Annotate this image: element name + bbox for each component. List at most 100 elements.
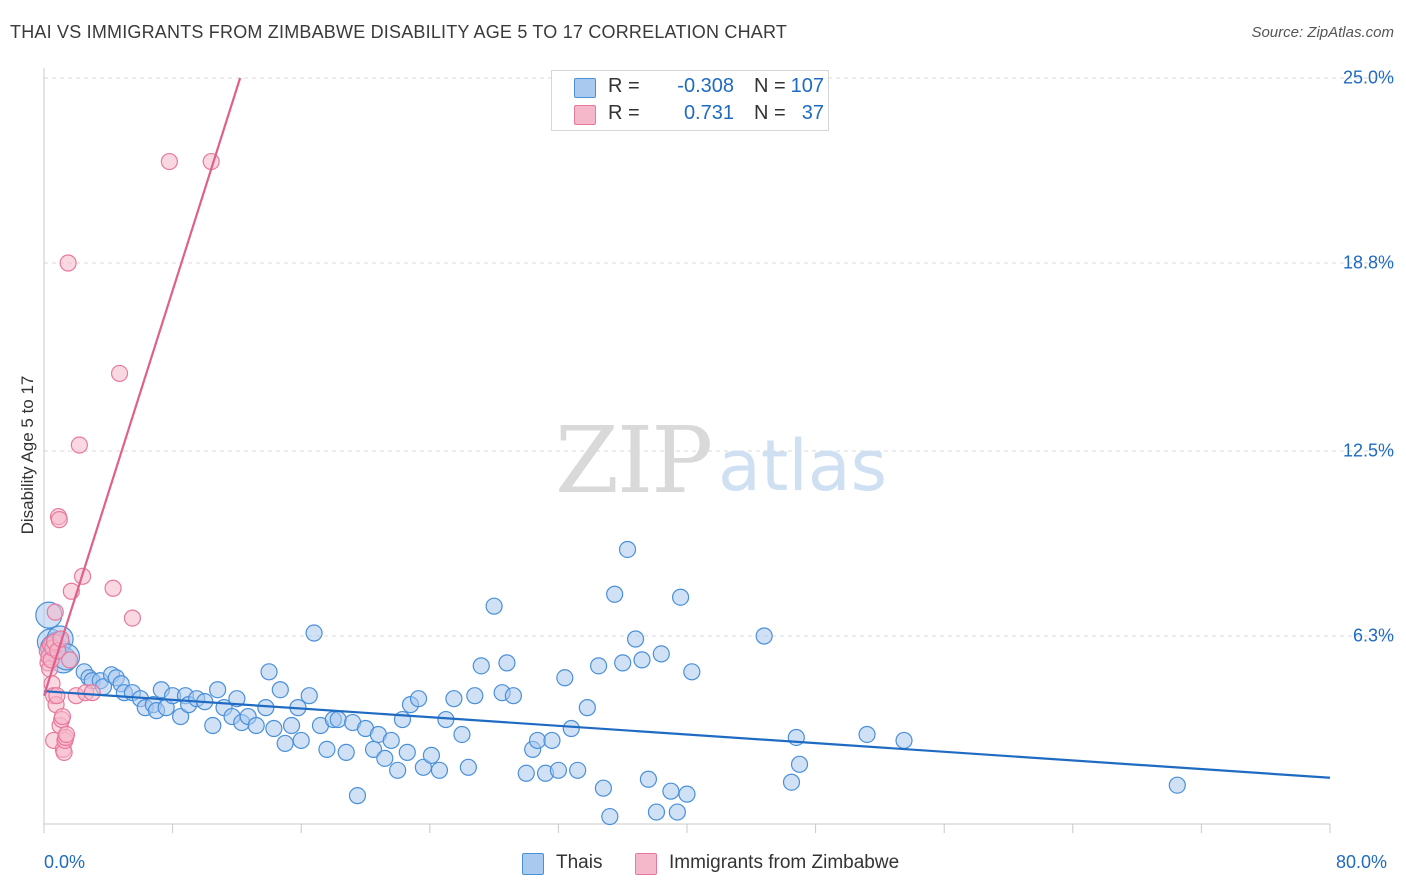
thais-point	[589, 657, 608, 675]
gridlines	[44, 77, 1392, 637]
correlation-legend: R = -0.308 N = 107 R = 0.731 N = 37	[551, 70, 829, 131]
thais-point	[528, 731, 547, 750]
thais-point	[618, 540, 637, 559]
thais-point	[668, 803, 686, 821]
y-tick-label: 6.3%	[1352, 625, 1394, 646]
thais-point	[569, 761, 587, 779]
thais-point	[755, 627, 773, 645]
thais-point	[614, 654, 632, 672]
thais-point	[247, 716, 265, 735]
thais-point	[292, 731, 310, 750]
thais-point	[300, 687, 318, 705]
thais-point	[633, 651, 651, 669]
thais-point	[594, 779, 613, 797]
thais-point	[562, 719, 580, 738]
y-tick-label: 12.5%	[1342, 440, 1394, 461]
zimbabwe-point	[46, 603, 64, 621]
watermark-atlas: atlas	[718, 425, 887, 507]
thais-point	[389, 761, 407, 779]
thais-point	[260, 663, 278, 681]
thais-point	[459, 758, 477, 776]
thais-point	[504, 687, 522, 705]
thais-point	[498, 654, 516, 672]
thais-point	[305, 624, 323, 642]
thais-point	[376, 749, 394, 767]
series-thais-points	[35, 540, 1186, 826]
thais-point	[601, 807, 619, 826]
legend-r-label: R =	[608, 75, 640, 97]
legend-n-value: 107	[790, 75, 824, 97]
zimbabwe-point	[123, 609, 142, 627]
thais-point	[683, 663, 701, 681]
thais-point	[858, 725, 876, 744]
thais-point	[472, 657, 490, 675]
thais-point	[453, 725, 471, 744]
zimbabwe-point	[104, 579, 122, 597]
legend-r-label: R =	[608, 102, 640, 124]
thais-point	[422, 746, 441, 764]
y-tick-label: 25.0%	[1342, 67, 1394, 88]
y-tick-label: 18.8%	[1342, 252, 1394, 273]
legend-label-zimbabwe: Immigrants from Zimbabwe	[669, 852, 900, 873]
zimbabwe-point	[48, 687, 66, 705]
chart-source: Source: ZipAtlas.com	[1251, 24, 1394, 41]
thais-point	[790, 755, 809, 773]
legend-n-label: N =	[754, 75, 786, 97]
thais-point	[485, 597, 503, 615]
zimbabwe-point	[53, 707, 72, 726]
zimbabwe-point	[110, 364, 129, 383]
thais-point	[382, 731, 400, 750]
thais-point	[678, 785, 696, 803]
thais-point	[782, 773, 801, 791]
thais-point	[671, 588, 690, 606]
thais-point	[172, 707, 190, 726]
thais-point	[409, 690, 428, 708]
trend-lines	[42, 77, 1331, 779]
thais-point	[466, 687, 484, 705]
zimbabwe-point	[70, 436, 88, 454]
thais-point	[329, 710, 347, 729]
watermark: ZIP atlas	[555, 407, 887, 514]
thais-point	[647, 803, 666, 821]
legend-swatch-thais	[574, 78, 596, 98]
zimbabwe-point	[61, 651, 79, 669]
thais-point	[445, 690, 463, 708]
thais-point	[549, 761, 568, 779]
thais-point	[578, 699, 596, 717]
zimbabwe-trend-line	[42, 77, 242, 697]
thais-point	[606, 585, 624, 603]
thais-point	[265, 719, 283, 738]
legend-swatch-thais	[522, 853, 544, 875]
zimbabwe-point	[160, 152, 178, 171]
thais-point	[639, 770, 658, 788]
legend-swatch-zimbabwe	[574, 105, 596, 125]
legend-n-value: 37	[801, 102, 824, 124]
zimbabwe-point	[83, 684, 101, 702]
thais-point	[517, 764, 535, 782]
thais-point	[895, 731, 913, 750]
thais-point	[652, 645, 670, 663]
thais-point	[257, 699, 275, 717]
thais-point	[204, 716, 222, 735]
thais-point	[228, 690, 246, 708]
thais-point	[209, 681, 227, 699]
x-tick-label-min: 0.0%	[44, 852, 86, 872]
thais-point	[337, 743, 355, 761]
series-zimbabwe-points	[38, 152, 220, 761]
legend-n-label: N =	[754, 102, 786, 124]
thais-point	[398, 743, 416, 761]
x-tick-label-max: 80.0%	[1336, 852, 1388, 872]
thais-point	[662, 782, 680, 800]
thais-point	[626, 630, 645, 648]
legend-swatch-zimbabwe	[635, 853, 657, 875]
chart-title: THAI VS IMMIGRANTS FROM ZIMBABWE DISABIL…	[10, 22, 788, 42]
thais-point	[1168, 776, 1186, 794]
zimbabwe-point	[50, 511, 68, 529]
legend-r-value: 0.731	[683, 102, 734, 124]
zimbabwe-point	[59, 254, 77, 272]
thais-point	[556, 669, 574, 687]
thais-point	[430, 761, 449, 779]
legend-r-value: -0.308	[677, 75, 734, 97]
thais-point	[543, 731, 561, 750]
